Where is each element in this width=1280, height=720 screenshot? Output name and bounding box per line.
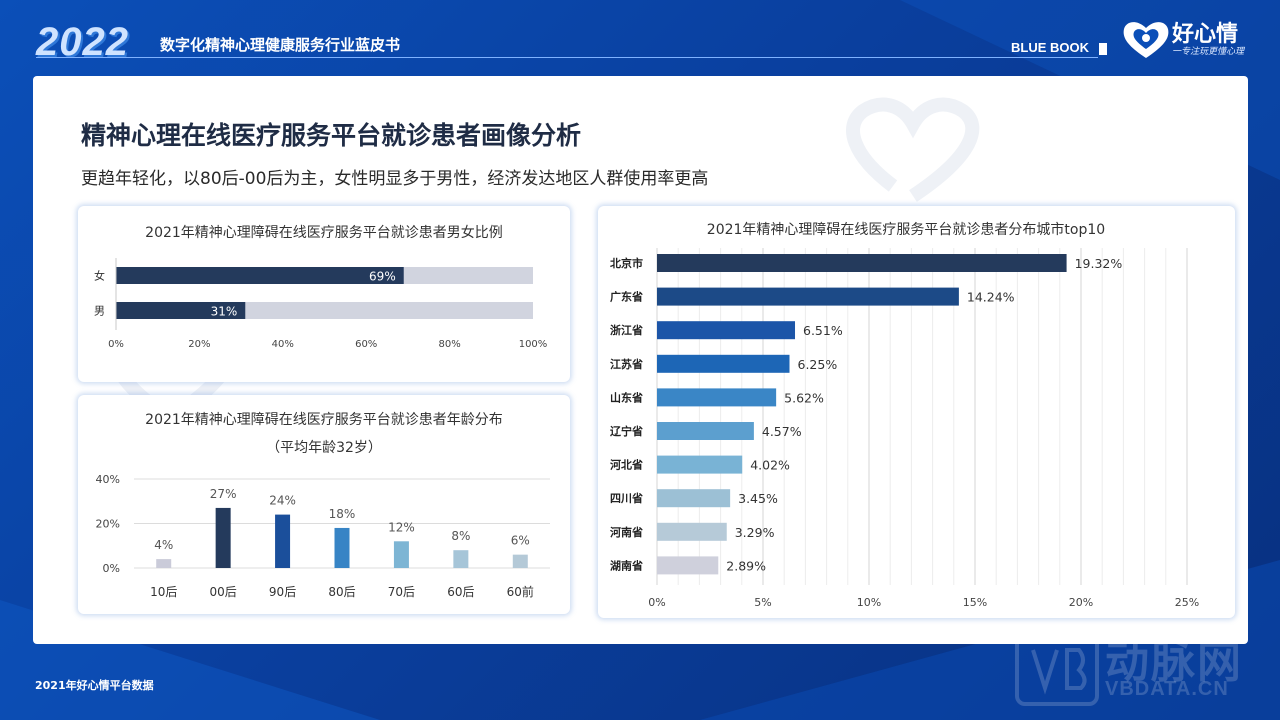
report-year: 2022 [36, 20, 129, 64]
bar-value [116, 302, 246, 319]
data-label: 24% [269, 494, 296, 508]
tick-label: 40% [272, 339, 294, 350]
gender-chart-panel: 2021年精神心理障碍在线医疗服务平台就诊患者男女比例女 69% 男 31% 0% 20%… [78, 206, 570, 382]
bar [657, 321, 796, 340]
data-label: 5.62% [784, 390, 824, 405]
category-label: 山东省 [610, 390, 643, 404]
bar [453, 550, 469, 568]
data-label: 14.24% [967, 290, 1015, 305]
bar [657, 455, 743, 474]
watermark-text-cn: 动脉网 [1105, 637, 1243, 688]
bar [657, 287, 959, 306]
tick-label: 10% [857, 596, 881, 609]
blue-book-label: BLUE BOOK [1011, 40, 1089, 55]
category-label: 90后 [269, 585, 296, 599]
category-label: 辽宁省 [610, 424, 643, 438]
chart-title: 2021年精神心理障碍在线医疗服务平台就诊患者分布城市top10 [707, 221, 1105, 238]
bar [334, 527, 350, 568]
bar [215, 507, 231, 568]
bar [657, 556, 719, 575]
data-label: 69% [369, 270, 396, 284]
tick-label: 25% [1175, 596, 1199, 609]
tick-label: 0% [103, 562, 120, 575]
data-label: 8% [451, 529, 470, 543]
data-source-note: 2021年好心情平台数据 [35, 679, 154, 692]
data-label: 12% [388, 520, 415, 534]
watermark-text-en: VBDATA.CN [1105, 678, 1229, 700]
bar [657, 354, 790, 373]
category-label: 广东省 [610, 290, 643, 304]
bar [657, 422, 754, 440]
category-label: 湖南省 [610, 558, 643, 572]
category-label: 江苏省 [610, 357, 643, 371]
report-title: 数字化精神心理健康服务行业蓝皮书 [160, 36, 401, 54]
category-label: 四川省 [610, 491, 643, 505]
page-subtitle: 更趋年轻化，以80后-00后为主，女性明显多于男性，经济发达地区人群使用率更高 [81, 169, 709, 189]
category-label: 男 [94, 305, 105, 318]
category-label: 70后 [388, 585, 415, 599]
tick-label: 20% [188, 339, 210, 350]
bar-value [116, 267, 404, 284]
category-label: 女 [94, 269, 105, 283]
vbdata-watermark-icon [1015, 632, 1099, 706]
category-label: 河北省 [610, 458, 643, 472]
age-chart-panel: 2021年精神心理障碍在线医疗服务平台就诊患者年龄分布 （平均年龄32岁） 0% 20… [78, 395, 570, 614]
blue-book-marker [1099, 43, 1107, 55]
data-label: 6.51% [803, 323, 843, 338]
bar [393, 541, 409, 568]
category-label: 60后 [447, 585, 474, 599]
bar [657, 254, 1067, 272]
chart-subtitle: （平均年龄32岁） [266, 440, 382, 456]
data-label: 27% [210, 487, 237, 501]
category-label: 浙江省 [610, 323, 643, 337]
data-label: 4% [154, 538, 173, 552]
age-distribution-chart: 2021年精神心理障碍在线医疗服务平台就诊患者年龄分布 （平均年龄32岁） 0% 20… [96, 412, 550, 599]
data-label: 31% [211, 305, 238, 319]
city-chart-panel: 2021年精神心理障碍在线医疗服务平台就诊患者分布城市top10 北京市 19.32… [598, 206, 1235, 618]
header-divider [36, 57, 1098, 58]
bar [657, 522, 727, 541]
brand-slogan: 一专注玩更懂心理 [1172, 47, 1245, 57]
city-top10-chart: 2021年精神心理障碍在线医疗服务平台就诊患者分布城市top10 北京市 19.32… [610, 221, 1199, 609]
tick-label: 5% [754, 596, 771, 609]
category-label: 00后 [210, 585, 237, 599]
tick-label: 60% [355, 339, 377, 350]
bar [512, 554, 528, 568]
data-label: 4.57% [762, 424, 802, 439]
tick-label: 40% [96, 473, 120, 486]
category-label: 北京市 [610, 256, 643, 270]
data-label: 3.45% [738, 491, 778, 506]
category-label: 80后 [328, 585, 355, 599]
category-label: 河南省 [610, 525, 643, 539]
data-label: 4.02% [750, 458, 790, 473]
data-label: 6.25% [798, 357, 838, 372]
data-label: 6% [511, 534, 530, 548]
chart-title: 2021年精神心理障碍在线医疗服务平台就诊患者年龄分布 [145, 412, 503, 428]
brand-heart-logo-icon [1123, 22, 1169, 58]
category-label: 60前 [507, 584, 534, 599]
bar [275, 514, 291, 568]
data-label: 3.29% [735, 525, 775, 540]
page-title: 精神心理在线医疗服务平台就诊患者画像分析 [81, 121, 582, 150]
tick-label: 0% [648, 596, 665, 609]
bar [657, 489, 731, 508]
brand-name: 好心情 [1172, 22, 1239, 47]
data-label: 18% [329, 507, 356, 521]
bar [156, 559, 172, 568]
tick-label: 20% [1069, 596, 1093, 609]
tick-label: 15% [963, 596, 987, 609]
data-label: 19.32% [1075, 256, 1123, 271]
tick-label: 100% [519, 339, 548, 350]
tick-label: 80% [438, 339, 460, 350]
chart-title: 2021年精神心理障碍在线医疗服务平台就诊患者男女比例 [145, 224, 503, 241]
category-label: 10后 [150, 585, 177, 599]
tick-label: 20% [96, 518, 120, 531]
tick-label: 0% [108, 339, 124, 350]
data-label: 2.89% [726, 558, 766, 573]
bar [657, 388, 777, 407]
